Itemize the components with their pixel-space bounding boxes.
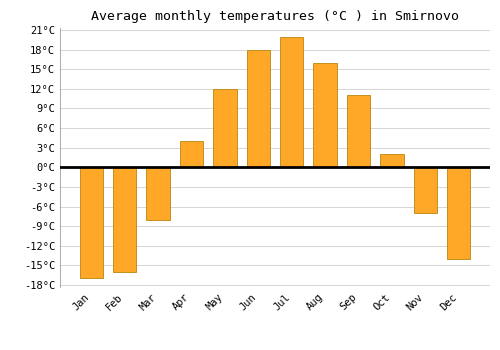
Bar [447,167,470,259]
Bar [180,141,203,167]
Title: Average monthly temperatures (°C ) in Smirnovo: Average monthly temperatures (°C ) in Sm… [91,10,459,23]
Bar [414,167,437,213]
Bar [347,95,370,167]
Bar [280,36,303,167]
Bar [113,167,136,272]
Bar [213,89,236,167]
Bar [314,63,337,167]
Bar [80,167,103,279]
Bar [146,167,170,220]
Bar [246,50,270,167]
Bar [380,154,404,167]
